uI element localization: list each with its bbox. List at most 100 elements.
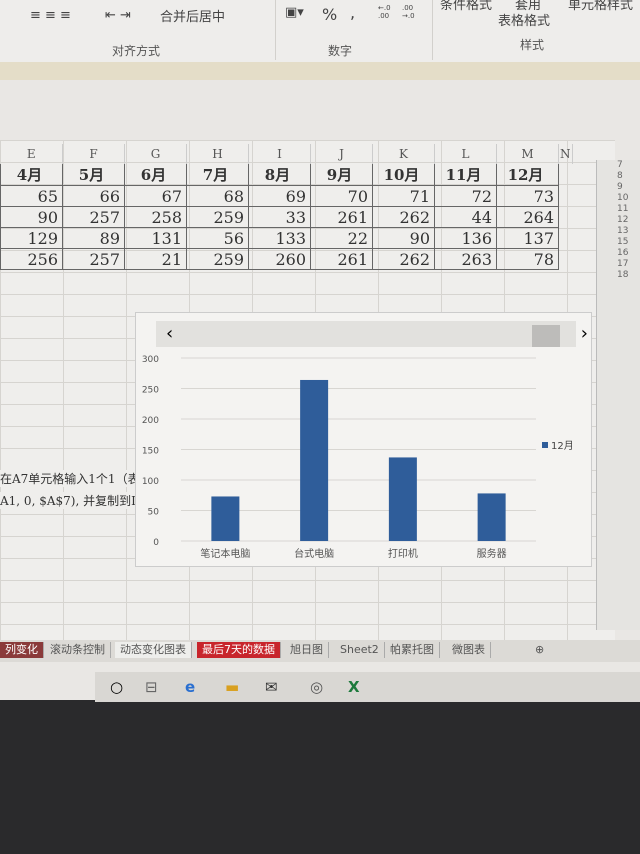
cell[interactable]: 89 — [62, 227, 125, 249]
cell[interactable]: 264 — [496, 206, 559, 228]
y-tick-label: 150 — [142, 447, 159, 457]
cell[interactable]: 136 — [434, 227, 497, 249]
cell[interactable]: 259 — [186, 206, 249, 228]
conditional-format-button[interactable]: 条件格式 — [440, 0, 493, 13]
column-header[interactable]: G — [124, 144, 187, 164]
cell[interactable]: 129 — [0, 227, 63, 249]
percent-button[interactable]: % — [322, 5, 338, 24]
column-header[interactable]: J — [310, 144, 373, 164]
column-header[interactable]: N — [558, 144, 573, 164]
row-number: 11 — [617, 204, 629, 214]
file-explorer-icon[interactable]: ▬ — [225, 678, 240, 696]
scroll-thumb[interactable] — [532, 325, 560, 347]
cell[interactable]: 65 — [0, 185, 63, 207]
cell[interactable]: 131 — [124, 227, 187, 249]
sheet-tab[interactable]: 帕累托图 — [385, 642, 440, 658]
table-apply-label[interactable]: 套用 — [515, 0, 542, 13]
app-icon[interactable]: ◎ — [310, 678, 324, 696]
search-circle-icon[interactable]: ○ — [110, 678, 124, 696]
cell[interactable]: 262 — [372, 248, 435, 270]
month-header[interactable]: 4月 — [0, 164, 63, 186]
task-view-icon[interactable]: ⊟ — [145, 678, 158, 696]
merge-center-button[interactable]: 合并后居中 — [160, 10, 226, 25]
sheet-tab[interactable]: 旭日图 — [285, 642, 329, 658]
month-header[interactable]: 9月 — [310, 164, 373, 186]
formula-bar-area — [0, 62, 640, 80]
cell[interactable]: 256 — [0, 248, 63, 270]
mail-icon[interactable]: ✉ — [265, 678, 278, 696]
cell[interactable]: 73 — [496, 185, 559, 207]
cell[interactable]: 262 — [372, 206, 435, 228]
sheet-tab[interactable]: 最后7天的数据 — [197, 642, 281, 658]
cell[interactable]: 90 — [372, 227, 435, 249]
column-header[interactable]: H — [186, 144, 249, 164]
y-tick-label: 250 — [142, 386, 159, 396]
cell[interactable]: 22 — [310, 227, 373, 249]
cell[interactable]: 260 — [248, 248, 311, 270]
month-header[interactable]: 11月 — [434, 164, 497, 186]
cell[interactable]: 90 — [0, 206, 63, 228]
excel-icon[interactable]: X — [348, 678, 360, 696]
column-header[interactable]: L — [434, 144, 497, 164]
cell[interactable]: 261 — [310, 206, 373, 228]
column-header[interactable]: K — [372, 144, 435, 164]
chart-scrollbar[interactable]: ‹ › — [156, 321, 588, 347]
cell[interactable]: 68 — [186, 185, 249, 207]
table-format-button[interactable]: 表格格式 — [498, 14, 551, 29]
cell[interactable]: 258 — [124, 206, 187, 228]
month-header[interactable]: 8月 — [248, 164, 311, 186]
y-tick-label: 300 — [142, 355, 159, 365]
cell[interactable]: 263 — [434, 248, 497, 270]
sheet-tab[interactable]: 动态变化图表 — [115, 642, 192, 658]
bar-chart[interactable]: ‹ › 0 50 100 150 200 250 300 笔记本电脑 台式电脑 打印机 服务器 12月 — [135, 312, 592, 567]
cell[interactable]: 257 — [62, 206, 125, 228]
cell[interactable]: 261 — [310, 248, 373, 270]
month-header[interactable]: 5月 — [62, 164, 125, 186]
column-header[interactable]: M — [496, 144, 559, 164]
cell[interactable]: 67 — [124, 185, 187, 207]
y-tick-label: 0 — [153, 538, 159, 548]
indent-icons[interactable]: ⇤ ⇥ — [105, 8, 131, 23]
cell[interactable]: 69 — [248, 185, 311, 207]
cell[interactable]: 72 — [434, 185, 497, 207]
cell[interactable]: 257 — [62, 248, 125, 270]
decrease-decimal-button[interactable]: .00 →.0 — [402, 4, 415, 20]
month-header[interactable]: 12月 — [496, 164, 559, 186]
column-header[interactable]: E — [0, 144, 63, 164]
align-icons[interactable]: ≡ ≡ ≡ — [30, 8, 71, 23]
month-header[interactable]: 7月 — [186, 164, 249, 186]
cell[interactable]: 21 — [124, 248, 187, 270]
y-tick-label: 100 — [142, 477, 159, 487]
sheet-tab[interactable]: 列变化 — [0, 642, 44, 658]
cell[interactable]: 78 — [496, 248, 559, 270]
cell[interactable]: 44 — [434, 206, 497, 228]
sheet-tab[interactable]: 微图表 — [447, 642, 491, 658]
bar — [388, 457, 417, 541]
note-text-1: 在A7单元格输入1个1（表 — [0, 470, 140, 487]
cell[interactable]: 66 — [62, 185, 125, 207]
cell[interactable]: 259 — [186, 248, 249, 270]
cell[interactable]: 133 — [248, 227, 311, 249]
month-header[interactable]: 10月 — [372, 164, 435, 186]
cell[interactable]: 137 — [496, 227, 559, 249]
row-number: 15 — [617, 237, 629, 247]
sheet-tab[interactable]: Sheet2 — [335, 642, 385, 658]
cell-style-button[interactable]: 单元格样式 — [568, 0, 634, 13]
column-header[interactable]: F — [62, 144, 125, 164]
cell[interactable]: 70 — [310, 185, 373, 207]
row-number: 17 — [617, 259, 629, 269]
scroll-right-button[interactable]: › — [580, 323, 588, 344]
sheet-tab[interactable]: 滚动条控制 — [45, 642, 111, 658]
column-header[interactable]: I — [248, 144, 311, 164]
edge-icon[interactable]: e — [185, 678, 196, 696]
month-header[interactable]: 6月 — [124, 164, 187, 186]
cell[interactable]: 33 — [248, 206, 311, 228]
table-row: 256 257 21 259 260 261 262 263 78 — [0, 248, 573, 270]
currency-icon[interactable]: ▣▾ — [285, 5, 304, 20]
cell[interactable]: 56 — [186, 227, 249, 249]
comma-button[interactable]: , — [350, 3, 356, 22]
scroll-left-button[interactable]: ‹ — [166, 323, 174, 344]
increase-decimal-button[interactable]: ←.0 .00 — [378, 4, 391, 20]
add-sheet-button[interactable]: ⊕ — [535, 643, 545, 656]
cell[interactable]: 71 — [372, 185, 435, 207]
